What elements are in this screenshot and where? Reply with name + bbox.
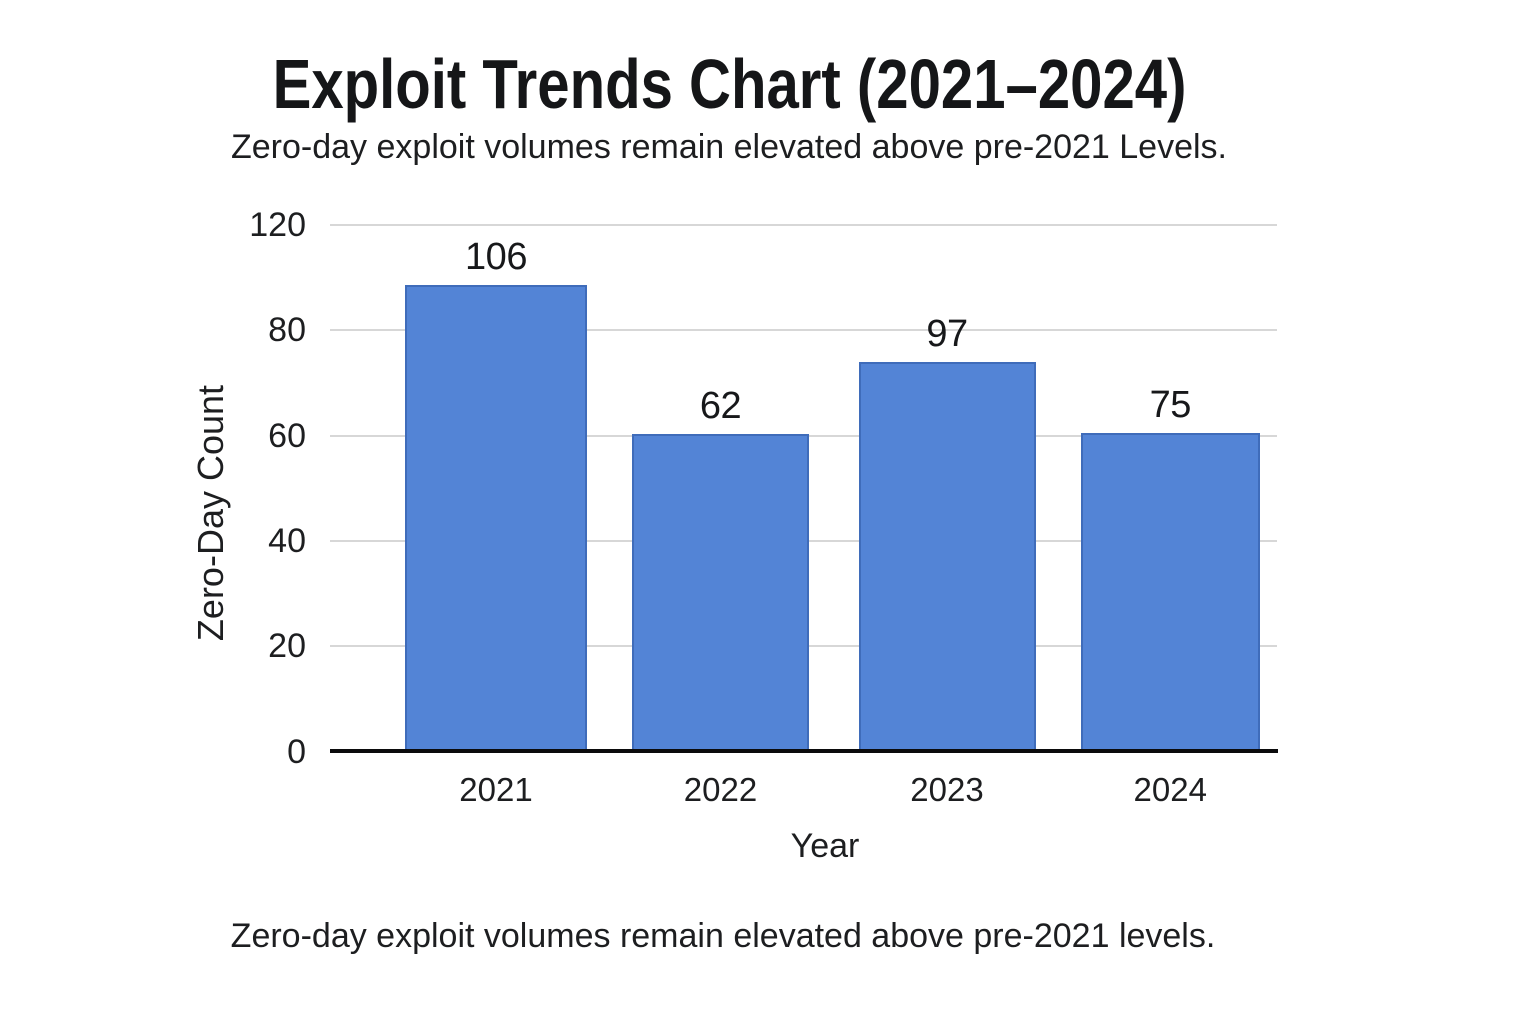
chart-subtitle: Zero-day exploit volumes remain elevated… (231, 128, 1227, 166)
chart-caption: Zero-day exploit volumes remain elevated… (230, 917, 1216, 955)
x-tick-label: 2022 (683, 771, 758, 808)
bar-value-label: 106 (465, 236, 527, 278)
bar-2022 (632, 433, 809, 752)
bar-2024 (1081, 432, 1260, 752)
chart-title: Exploit Trends Chart (2021–2024) (0, 49, 1458, 119)
bar-value-label: 62 (699, 384, 742, 427)
y-tick-label: 120 (249, 206, 306, 244)
y-tick-label: 0 (287, 732, 306, 771)
x-tick-label: 2021 (459, 771, 533, 808)
y-tick-label: 80 (268, 311, 306, 350)
y-tick-label: 40 (268, 521, 306, 560)
bar-value-label: 75 (1149, 383, 1192, 426)
gridline (330, 329, 1277, 332)
bar-2023 (858, 361, 1036, 752)
y-tick-label: 20 (268, 627, 306, 666)
y-tick-label: 60 (268, 416, 306, 455)
x-axis-title: Year (790, 827, 860, 865)
x-tick-label: 2023 (910, 771, 984, 808)
bar-value-label: 97 (926, 312, 968, 355)
bar-2021 (405, 285, 587, 752)
chart-title-text: Exploit Trends Chart (2021–2024) (272, 45, 1186, 123)
x-tick-label: 2024 (1133, 771, 1207, 808)
gridline (330, 224, 1277, 226)
x-axis-line (330, 749, 1278, 753)
